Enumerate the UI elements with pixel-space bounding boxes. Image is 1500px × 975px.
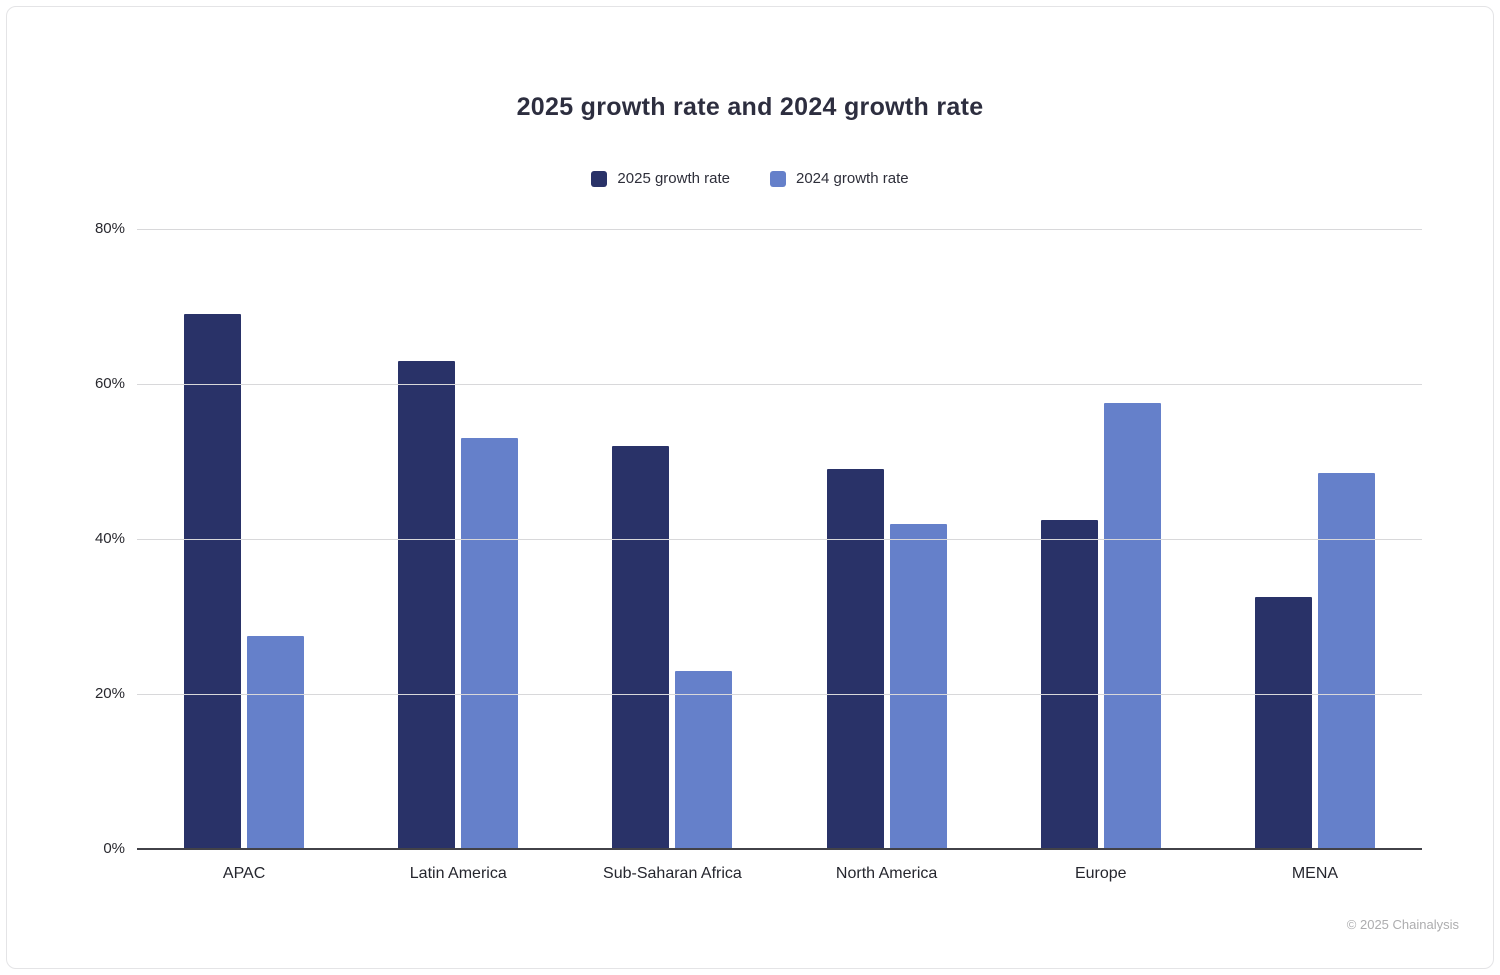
y-tick-label-40: 40% <box>94 530 125 547</box>
x-axis-labels: APAC Latin America Sub-Saharan Africa North… <box>137 865 1422 883</box>
bar-2024-growth-rate-europe <box>1103 403 1161 849</box>
x-axis-label-sub-saharan-africa: Sub-Saharan Africa <box>603 865 742 882</box>
gridline-40 <box>137 539 1422 540</box>
legend-label: 2025 growth rate <box>617 170 730 187</box>
bar-2024-growth-rate-north-america <box>889 523 947 849</box>
y-tick-label-0: 0% <box>103 840 125 857</box>
chart-card: 2025 growth rate and 2024 growth rate 20… <box>6 6 1494 969</box>
copyright-text: © 2025 Chainalysis <box>1346 917 1459 932</box>
gridline-20 <box>137 694 1422 695</box>
gridline-80 <box>137 229 1422 230</box>
bar-2024-growth-rate-latin-america <box>461 438 519 849</box>
bar-2025-growth-rate-sub-saharan-africa <box>612 446 670 849</box>
bar-2025-growth-rate-europe <box>1040 519 1098 849</box>
plot-area <box>137 229 1422 850</box>
legend-item-2025-growth-rate: 2025 growth rate <box>591 170 730 187</box>
legend-label: 2024 growth rate <box>796 170 909 187</box>
bar-group-latin-america <box>351 229 565 849</box>
bar-2024-growth-rate-sub-saharan-africa <box>675 670 733 849</box>
bar-2025-growth-rate-mena <box>1254 597 1312 849</box>
x-axis-label-apac: APAC <box>222 865 266 882</box>
gridline-60 <box>137 384 1422 385</box>
y-tick-label-20: 20% <box>94 685 125 702</box>
chart-legend: 2025 growth rate 2024 growth rate <box>7 170 1493 187</box>
x-axis-label-mena: MENA <box>1291 865 1339 882</box>
bar-2025-growth-rate-apac <box>184 314 242 849</box>
x-axis-label-europe: Europe <box>1074 865 1127 882</box>
x-axis-label-north-america: North America <box>835 865 938 882</box>
bar-group-europe <box>994 229 1208 849</box>
bar-group-sub-saharan-africa <box>565 229 779 849</box>
bar-group-north-america <box>780 229 994 849</box>
x-axis-label-latin-america: Latin America <box>409 865 507 882</box>
bar-2024-growth-rate-apac <box>247 635 305 849</box>
bar-groups <box>137 229 1422 849</box>
legend-item-2024-growth-rate: 2024 growth rate <box>770 170 909 187</box>
legend-swatch-2025-growth-rate <box>591 170 608 187</box>
bar-group-apac <box>137 229 351 849</box>
legend-swatch-2024-growth-rate <box>770 170 786 187</box>
chart-title: 2025 growth rate and 2024 growth rate <box>516 93 984 121</box>
x-axis-line <box>137 848 1422 850</box>
chart-area: APAC Latin America Sub-Saharan Africa North… <box>7 220 1493 929</box>
bar-2025-growth-rate-latin-america <box>398 360 456 849</box>
y-tick-label-80: 80% <box>94 220 125 237</box>
y-tick-label-60: 60% <box>94 375 125 392</box>
bar-2024-growth-rate-mena <box>1317 473 1375 849</box>
bar-2025-growth-rate-north-america <box>826 469 884 849</box>
bar-group-mena <box>1208 229 1422 849</box>
